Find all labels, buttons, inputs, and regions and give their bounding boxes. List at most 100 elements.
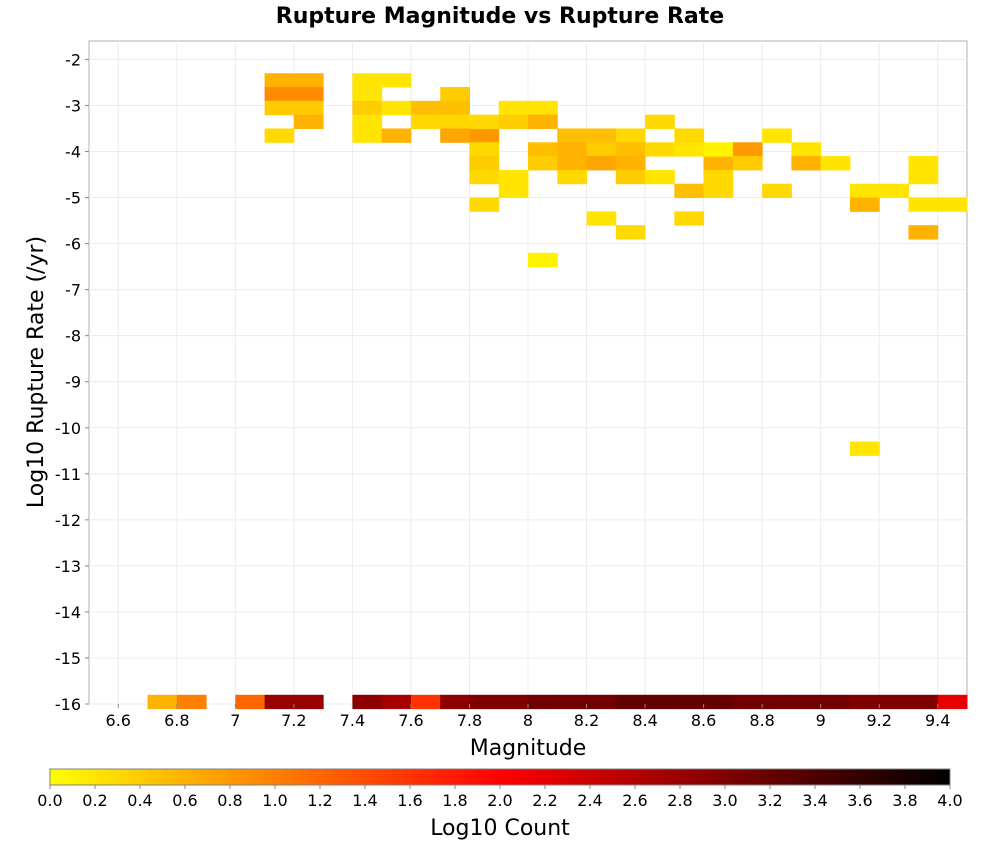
- heatmap-cell: [381, 694, 412, 710]
- heatmap-cell: [586, 128, 617, 143]
- y-axis-label: Log10 Rupture Rate (/yr): [24, 236, 49, 508]
- y-tick-label: -4: [65, 143, 81, 162]
- heatmap-cell: [293, 100, 324, 116]
- heatmap-cell: [645, 169, 675, 185]
- heatmap-cell: [528, 252, 558, 268]
- heatmap-cell: [908, 225, 939, 240]
- heatmap-cell: [528, 694, 558, 710]
- x-tick-label: 7.6: [398, 711, 423, 730]
- colorbar-tick-label: 3.2: [757, 791, 782, 810]
- heatmap-cell: [557, 128, 588, 143]
- heatmap-cell: [732, 694, 763, 710]
- colorbar-tick-label: 3.0: [712, 791, 737, 810]
- heatmap-cell: [440, 114, 470, 129]
- heatmap-cell: [381, 128, 412, 143]
- heatmap-cell: [586, 142, 617, 157]
- heatmap-cell: [528, 100, 558, 116]
- y-tick-label: -13: [55, 557, 81, 576]
- heatmap-cell: [703, 183, 734, 199]
- heatmap-cell: [908, 197, 939, 212]
- heatmap-cell: [440, 694, 470, 710]
- heatmap-cell: [264, 694, 295, 710]
- heatmap-cell: [498, 100, 529, 116]
- x-axis-ticks: 6.6 6.8 7 7.2 7.4 7.6 7.8 8 8.2 8.4 8.6 8.8 9 9.2 9.4: [106, 704, 950, 730]
- heatmap-cell: [645, 694, 675, 710]
- heatmap-cell: [937, 694, 968, 710]
- heatmap-cell: [762, 183, 792, 199]
- heatmap-cell: [352, 100, 383, 116]
- heatmap-cell: [557, 694, 588, 710]
- heatmap-cell: [528, 142, 558, 157]
- y-axis-ticks: -2 -3 -4 -5 -6 -7 -8 -9 -10 -11 -12 -13 -14 -15 -16: [55, 50, 89, 714]
- heatmap-cell: [469, 142, 500, 157]
- y-tick-label: -7: [65, 281, 81, 300]
- heatmap-cell: [498, 694, 529, 710]
- heatmap-cell: [352, 87, 383, 102]
- y-tick-label: -8: [65, 327, 81, 346]
- colorbar-tick-label: 2.0: [487, 791, 512, 810]
- heatmap-cell: [264, 100, 295, 116]
- y-tick-label: -2: [65, 50, 81, 69]
- heatmap-cell: [293, 694, 324, 710]
- heatmap-cell: [147, 694, 178, 710]
- heatmap-cell: [235, 694, 266, 710]
- heatmap-cell: [293, 73, 324, 88]
- colorbar-tick-label: 2.4: [577, 791, 602, 810]
- heatmap-cell: [908, 169, 939, 185]
- chart-title: Rupture Magnitude vs Rupture Rate: [276, 4, 724, 29]
- y-tick-label: -6: [65, 235, 81, 254]
- heatmap-cell: [674, 183, 705, 199]
- heatmap-cell: [469, 128, 500, 143]
- colorbar-tick-label: 0.4: [127, 791, 152, 810]
- colorbar-tick-label: 0.0: [37, 791, 62, 810]
- heatmap-cell: [176, 694, 207, 710]
- heatmap-cell: [352, 114, 383, 129]
- x-tick-label: 8.8: [749, 711, 774, 730]
- heatmap-cell: [410, 694, 441, 710]
- heatmap-cell: [645, 114, 675, 129]
- heatmap-cell: [586, 211, 617, 226]
- y-tick-label: -5: [65, 189, 81, 208]
- heatmap-cell: [762, 694, 792, 710]
- heatmap-cell: [469, 197, 500, 212]
- heatmap-cell: [615, 142, 646, 157]
- y-tick-label: -12: [55, 511, 81, 530]
- colorbar-tick-label: 3.6: [847, 791, 872, 810]
- colorbar-tick-label: 3.8: [892, 791, 917, 810]
- x-tick-label: 6.8: [164, 711, 189, 730]
- heatmap-cell: [849, 183, 880, 199]
- colorbar-tick-label: 1.4: [352, 791, 377, 810]
- colorbar-tick-label: 1.2: [307, 791, 332, 810]
- heatmap-cell: [937, 197, 968, 212]
- heatmap-cell: [674, 211, 705, 226]
- heatmap-cell: [762, 128, 792, 143]
- heatmap-cell: [615, 694, 646, 710]
- colorbar-tick-label: 1.8: [442, 791, 467, 810]
- heatmap-cell: [293, 87, 324, 102]
- y-tick-label: -11: [55, 465, 81, 484]
- heatmap-cell: [528, 114, 558, 129]
- heatmap-cell: [615, 169, 646, 185]
- heatmap-cell: [498, 183, 529, 199]
- x-tick-label: 9.4: [925, 711, 950, 730]
- heatmap-cell: [820, 156, 851, 171]
- heatmap-cell: [352, 128, 383, 143]
- colorbar: [49, 768, 951, 786]
- heatmap-cell: [586, 694, 617, 710]
- heatmap-cell: [732, 156, 763, 171]
- heatmap-cell: [732, 142, 763, 157]
- colorbar-tick-label: 0.8: [217, 791, 242, 810]
- heatmap-cell: [293, 114, 324, 129]
- heatmap-cells: [147, 73, 968, 710]
- heatmap-cell: [703, 694, 734, 710]
- heatmap-cell: [703, 156, 734, 171]
- colorbar-label: Log10 Count: [430, 816, 570, 841]
- heatmap-cell: [264, 73, 295, 88]
- heatmap-cell: [469, 114, 500, 129]
- x-tick-label: 8.2: [574, 711, 599, 730]
- y-tick-label: -10: [55, 419, 81, 438]
- heatmap-cell: [410, 114, 441, 129]
- heatmap-cell: [879, 694, 909, 710]
- colorbar-tick-label: 1.0: [262, 791, 287, 810]
